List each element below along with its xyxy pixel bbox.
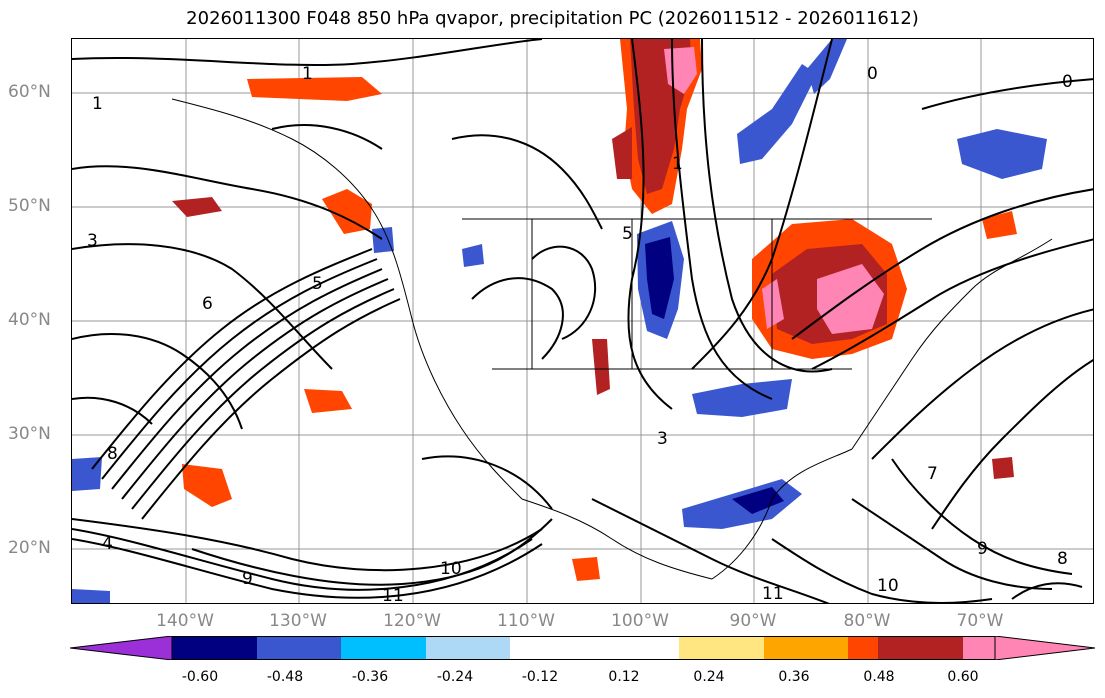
contour-label: 3: [657, 429, 668, 449]
colorbar-tick: -0.60: [181, 669, 219, 685]
lat-label-30n: 30°N: [8, 424, 51, 444]
colorbar-bin: [426, 636, 510, 660]
lon-label-140w: 140°W: [156, 611, 214, 631]
colorbar-tick: -0.12: [521, 669, 559, 685]
colorbar-tick: 0.36: [778, 669, 810, 685]
contour-label: 11: [382, 586, 404, 604]
contour-label: 10: [440, 559, 462, 579]
lon-label-90w: 90°W: [729, 611, 777, 631]
colorbar-tick: -0.48: [266, 669, 304, 685]
colorbar-extend-left: [70, 636, 173, 660]
contour-label: 9: [977, 539, 988, 559]
contour-label: 8: [107, 444, 118, 464]
colorbar-tick: -0.36: [351, 669, 389, 685]
contour-label: 11: [762, 584, 784, 604]
contour-label: 7: [927, 464, 938, 484]
contour-label: 5: [622, 224, 633, 244]
coastlines: [171, 98, 1053, 580]
lon-label-110w: 110°W: [497, 611, 555, 631]
contour-label: 3: [87, 231, 98, 251]
colorbar-tick: 0.48: [863, 669, 895, 685]
lon-label-70w: 70°W: [956, 611, 1004, 631]
contour-label: 5: [312, 274, 323, 294]
lat-label-60n: 60°N: [8, 82, 51, 102]
colorbar-tick: -0.24: [436, 669, 474, 685]
colorbar-tick: 0.24: [693, 669, 725, 685]
colorbar-bin: [595, 636, 679, 660]
colorbar-bin: [963, 636, 995, 660]
colorbar-extend-right: [994, 636, 1096, 660]
contour-label: 0: [1062, 72, 1073, 92]
contour-label: 1: [302, 64, 313, 84]
colorbar-bin: [341, 636, 426, 660]
lat-label-40n: 40°N: [8, 310, 51, 330]
lat-label-50n: 50°N: [8, 196, 51, 216]
lon-label-80w: 80°W: [843, 611, 891, 631]
colorbar-bin: [172, 636, 257, 660]
lon-label-130w: 130°W: [269, 611, 327, 631]
colorbar-tick: 0.60: [947, 669, 979, 685]
colorbar-tick: 0.12: [608, 669, 640, 685]
contour-label: 10: [877, 576, 899, 596]
colorbar: [70, 636, 1096, 660]
colorbar-bin: [679, 636, 764, 660]
precip-shading: [72, 39, 1047, 603]
colorbar-bin: [257, 636, 341, 660]
contour-label: 1: [672, 154, 683, 174]
contour-label: 6: [202, 294, 213, 314]
contour-label: 0: [867, 64, 878, 84]
map-canvas: 1 0 1 3 5 6 4 8 9 10 11 7 3 5 11 10 9 8 …: [72, 39, 1093, 604]
lat-label-20n: 20°N: [8, 538, 51, 558]
contour-label: 4: [102, 534, 113, 554]
qvapor-contours: [72, 39, 1093, 603]
colorbar-bin: [510, 636, 595, 660]
contour-label: 8: [1057, 549, 1068, 569]
map-title: 2026011300 F048 850 hPa qvapor, precipit…: [186, 8, 919, 29]
lon-label-100w: 100°W: [611, 611, 669, 631]
contour-label: 1: [92, 94, 103, 114]
map-panel: 1 0 1 3 5 6 4 8 9 10 11 7 3 5 11 10 9 8 …: [71, 38, 1094, 604]
contour-labels: 1 0 1 3 5 6 4 8 9 10 11 7 3 5 11 10 9 8 …: [87, 64, 1073, 604]
colorbar-bin: [764, 636, 848, 660]
contour-label: 9: [242, 569, 253, 589]
lon-label-120w: 120°W: [383, 611, 441, 631]
colorbar-bin: [878, 636, 963, 660]
